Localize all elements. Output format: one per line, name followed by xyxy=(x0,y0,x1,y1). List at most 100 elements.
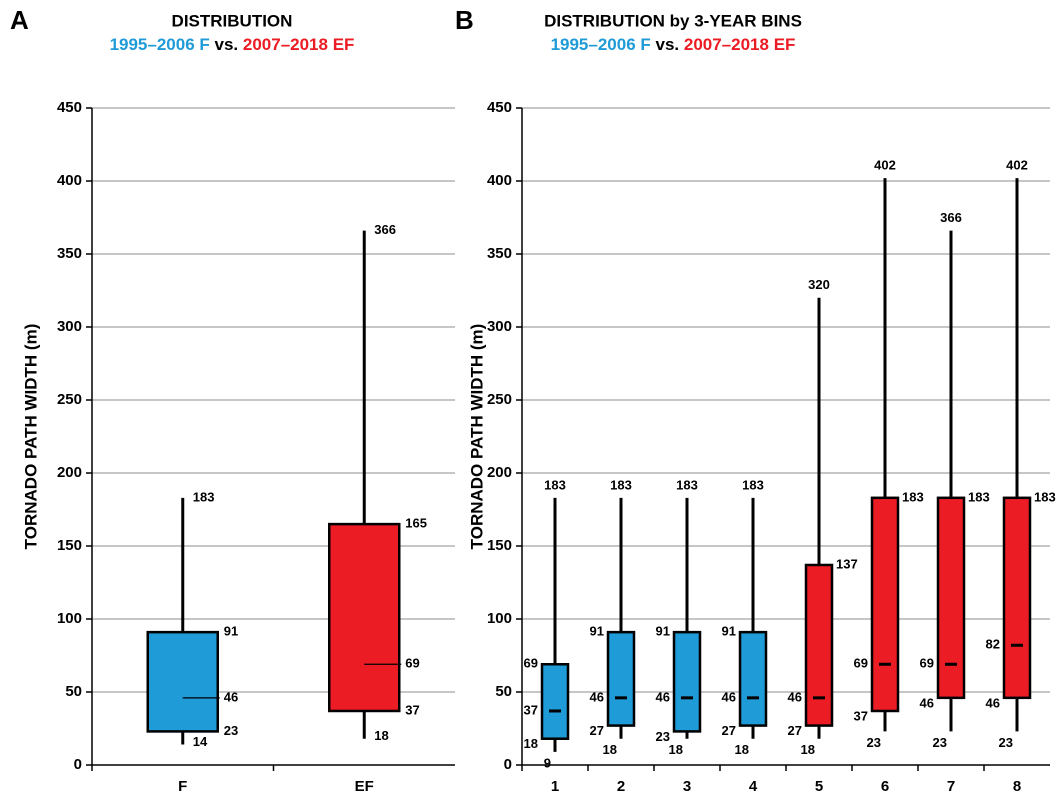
q1-label: 46 xyxy=(920,695,934,710)
median-label: 82 xyxy=(986,637,1000,652)
chart-title: DISTRIBUTION by 3-YEAR BINS xyxy=(544,11,802,30)
chart-subtitle: 1995–2006 F vs. 2007–2018 EF xyxy=(551,35,796,54)
max-label: 402 xyxy=(874,158,896,173)
median-label: 46 xyxy=(590,689,604,704)
min-label: 23 xyxy=(999,735,1013,750)
box xyxy=(738,630,768,727)
y-axis-label: TORNADO PATH WIDTH (m) xyxy=(21,324,40,550)
q1-label: 23 xyxy=(656,729,670,744)
min-label: 18 xyxy=(603,742,617,757)
q1-label: 18 xyxy=(524,736,538,751)
x-tick-label: F xyxy=(178,778,187,792)
box xyxy=(870,496,900,713)
q1-label: 37 xyxy=(405,702,419,717)
y-tick-label: 100 xyxy=(487,610,512,627)
max-label: 183 xyxy=(610,477,632,492)
box xyxy=(328,522,401,713)
q3-label: 91 xyxy=(656,624,670,639)
x-tick-label: 4 xyxy=(749,778,758,792)
min-label: 18 xyxy=(735,742,749,757)
median-label: 46 xyxy=(224,689,238,704)
q3-label: 91 xyxy=(722,624,736,639)
y-tick-label: 350 xyxy=(487,245,512,262)
chart-subtitle: 1995–2006 F vs. 2007–2018 EF xyxy=(110,35,355,54)
chart-title: DISTRIBUTION xyxy=(172,11,293,30)
min-label: 18 xyxy=(374,728,388,743)
y-tick-label: 200 xyxy=(487,464,512,481)
y-tick-label: 0 xyxy=(74,756,82,773)
y-tick-label: 100 xyxy=(57,610,82,627)
q1-label: 27 xyxy=(788,723,802,738)
x-tick-label: 2 xyxy=(617,778,625,792)
max-label: 183 xyxy=(544,477,566,492)
box xyxy=(936,496,966,700)
y-tick-label: 300 xyxy=(57,318,82,335)
q1-label: 37 xyxy=(854,708,868,723)
median-label: 69 xyxy=(405,656,419,671)
q3-label: 183 xyxy=(968,489,990,504)
median-label: 37 xyxy=(524,702,538,717)
q3-label: 91 xyxy=(590,624,604,639)
q3-label: 91 xyxy=(224,624,238,639)
y-tick-label: 150 xyxy=(487,537,512,554)
min-label: 18 xyxy=(801,742,815,757)
y-tick-label: 450 xyxy=(487,99,512,116)
median-label: 69 xyxy=(920,656,934,671)
min-label: 23 xyxy=(867,735,881,750)
subtitle-part: 2007–2018 EF xyxy=(243,35,355,54)
min-label: 18 xyxy=(669,742,683,757)
x-tick-label: 5 xyxy=(815,778,823,792)
max-label: 183 xyxy=(676,477,698,492)
q3-label: 183 xyxy=(1034,489,1056,504)
y-tick-label: 250 xyxy=(57,391,82,408)
y-tick-label: 200 xyxy=(57,464,82,481)
y-axis-label: TORNADO PATH WIDTH (m) xyxy=(467,324,486,550)
y-tick-label: 400 xyxy=(487,172,512,189)
y-tick-label: 150 xyxy=(57,537,82,554)
min-label: 23 xyxy=(933,735,947,750)
x-tick-label: 7 xyxy=(947,778,955,792)
y-tick-label: 300 xyxy=(487,318,512,335)
x-tick-label: EF xyxy=(355,778,374,792)
q1-label: 27 xyxy=(590,723,604,738)
box xyxy=(606,630,636,727)
y-tick-label: 400 xyxy=(57,172,82,189)
subtitle-part: 2007–2018 EF xyxy=(684,35,796,54)
x-tick-label: 8 xyxy=(1013,778,1021,792)
median-label: 46 xyxy=(788,689,802,704)
max-label: 183 xyxy=(193,489,215,504)
box xyxy=(804,563,834,727)
y-tick-label: 450 xyxy=(57,99,82,116)
max-label: 402 xyxy=(1006,158,1028,173)
x-tick-label: 1 xyxy=(551,778,559,792)
q1-label: 27 xyxy=(722,723,736,738)
median-label: 46 xyxy=(656,689,670,704)
panel-label: A xyxy=(10,5,29,35)
q3-label: 137 xyxy=(836,556,858,571)
max-label: 320 xyxy=(808,277,830,292)
box xyxy=(1002,496,1032,700)
y-tick-label: 350 xyxy=(57,245,82,262)
x-tick-label: 6 xyxy=(881,778,889,792)
max-label: 183 xyxy=(742,477,764,492)
q1-label: 46 xyxy=(986,695,1000,710)
y-tick-label: 50 xyxy=(65,683,82,700)
q1-label: 23 xyxy=(224,723,238,738)
median-label: 69 xyxy=(854,656,868,671)
median-label: 46 xyxy=(722,689,736,704)
y-tick-label: 50 xyxy=(495,683,512,700)
x-tick-label: 3 xyxy=(683,778,691,792)
box xyxy=(146,630,219,733)
q3-label: 69 xyxy=(524,656,538,671)
box xyxy=(540,663,570,740)
q3-label: 183 xyxy=(902,489,924,504)
q3-label: 165 xyxy=(405,516,427,531)
subtitle-part: vs. xyxy=(656,35,680,54)
y-tick-label: 0 xyxy=(504,756,512,773)
subtitle-part: 1995–2006 F xyxy=(551,35,651,54)
box xyxy=(672,630,702,733)
min-label: 14 xyxy=(193,734,208,749)
y-tick-label: 250 xyxy=(487,391,512,408)
min-label: 9 xyxy=(544,755,551,770)
